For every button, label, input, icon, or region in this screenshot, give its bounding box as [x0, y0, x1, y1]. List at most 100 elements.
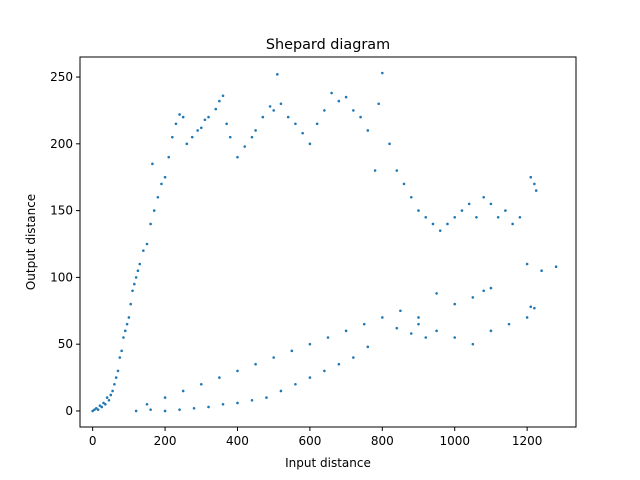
scatter-point — [160, 182, 163, 186]
scatter-point — [359, 115, 362, 119]
scatter-point — [533, 306, 536, 310]
scatter-point — [286, 115, 290, 119]
y-tick-label: 50 — [58, 337, 73, 351]
scatter-point — [178, 113, 181, 116]
scatter-point — [120, 349, 123, 353]
y-tick-label: 200 — [50, 137, 73, 151]
scatter-point — [265, 396, 268, 399]
scatter-point — [181, 389, 185, 393]
scatter-point — [196, 129, 199, 132]
y-axis-label: Output distance — [24, 194, 38, 290]
scatter-point — [424, 336, 428, 339]
scatter-point — [373, 169, 377, 172]
scatter-point — [100, 405, 104, 409]
scatter-point — [118, 356, 122, 359]
scatter-point — [279, 102, 283, 106]
scatter-point — [149, 222, 152, 226]
scatter-point — [145, 242, 149, 246]
scatter-point — [381, 71, 384, 75]
scatter-point — [151, 162, 154, 166]
scatter-point — [431, 222, 435, 226]
x-tick-label: 800 — [371, 434, 394, 448]
scatter-point — [91, 409, 94, 413]
scatter-point — [221, 402, 225, 406]
scatter-point — [409, 195, 413, 199]
scatter-point — [218, 376, 221, 379]
scatter-point — [192, 407, 196, 410]
scatter-point — [98, 404, 102, 407]
x-tick-label: 200 — [154, 434, 177, 448]
scatter-point — [337, 99, 341, 103]
x-tick-label: 400 — [226, 434, 249, 448]
x-tick-label: 0 — [89, 434, 97, 448]
scatter-point — [105, 396, 109, 399]
scatter-point — [207, 405, 210, 409]
scatter-point — [533, 182, 536, 186]
scatter-point — [471, 342, 475, 346]
scatter-point — [475, 215, 478, 219]
scatter-point — [250, 398, 254, 402]
scatter-point — [163, 175, 167, 179]
scatter-point — [467, 202, 471, 206]
scatter-point — [529, 175, 533, 179]
y-tick-label: 0 — [65, 404, 73, 418]
scatter-point — [366, 345, 370, 349]
scatter-point — [279, 389, 283, 393]
scatter-point — [529, 305, 533, 309]
scatter-point — [315, 122, 319, 126]
scatter-point — [127, 316, 131, 319]
y-axis: 0 50 100 150 200 250 — [50, 70, 80, 418]
scatter-point — [185, 142, 189, 146]
scatter-point — [489, 202, 493, 206]
scatter-point — [507, 322, 511, 326]
scatter-point — [207, 115, 210, 119]
scatter-point — [102, 401, 105, 405]
scatter-point — [424, 215, 428, 219]
y-tick-label: 250 — [50, 70, 73, 84]
scatter-point — [174, 122, 178, 126]
scatter-point — [388, 142, 391, 146]
scatter-point — [344, 329, 348, 333]
scatter-point — [362, 322, 366, 326]
scatter-point — [330, 91, 333, 95]
scatter-point — [116, 369, 120, 373]
scatter-point — [254, 362, 257, 366]
scatter-point — [113, 382, 116, 386]
scatter-point — [142, 249, 145, 252]
scatter-point — [96, 408, 100, 411]
scatter-point — [134, 409, 138, 413]
scatter-point — [203, 118, 207, 122]
scatter-point — [381, 316, 384, 319]
scatter-point — [417, 209, 420, 212]
scatter-points — [91, 71, 558, 413]
scatter-point — [156, 195, 160, 199]
scatter-point — [294, 382, 297, 386]
scatter-point — [326, 336, 330, 339]
scatter-point — [446, 222, 449, 226]
scatter-point — [366, 129, 370, 132]
scatter-point — [272, 356, 275, 359]
scatter-point — [104, 402, 107, 406]
scatter-point — [181, 115, 185, 119]
scatter-point — [554, 265, 558, 269]
scatter-point — [308, 142, 312, 146]
scatter-point — [107, 398, 111, 402]
scatter-point — [129, 302, 132, 306]
scatter-point — [214, 107, 218, 111]
scatter-point — [123, 329, 127, 333]
scatter-point — [409, 332, 413, 335]
scatter-point — [163, 396, 167, 399]
scatter-point — [453, 302, 457, 306]
y-tick-label: 150 — [50, 204, 73, 218]
scatter-point — [190, 135, 194, 139]
scatter-point — [167, 155, 170, 159]
scatter-point — [377, 102, 380, 106]
scatter-point — [138, 262, 142, 266]
scatter-point — [178, 408, 181, 411]
scatter-point — [399, 309, 402, 313]
scatter-point — [402, 182, 406, 186]
scatter-point — [218, 99, 221, 103]
scatter-point — [272, 109, 275, 112]
scatter-point — [94, 407, 98, 410]
